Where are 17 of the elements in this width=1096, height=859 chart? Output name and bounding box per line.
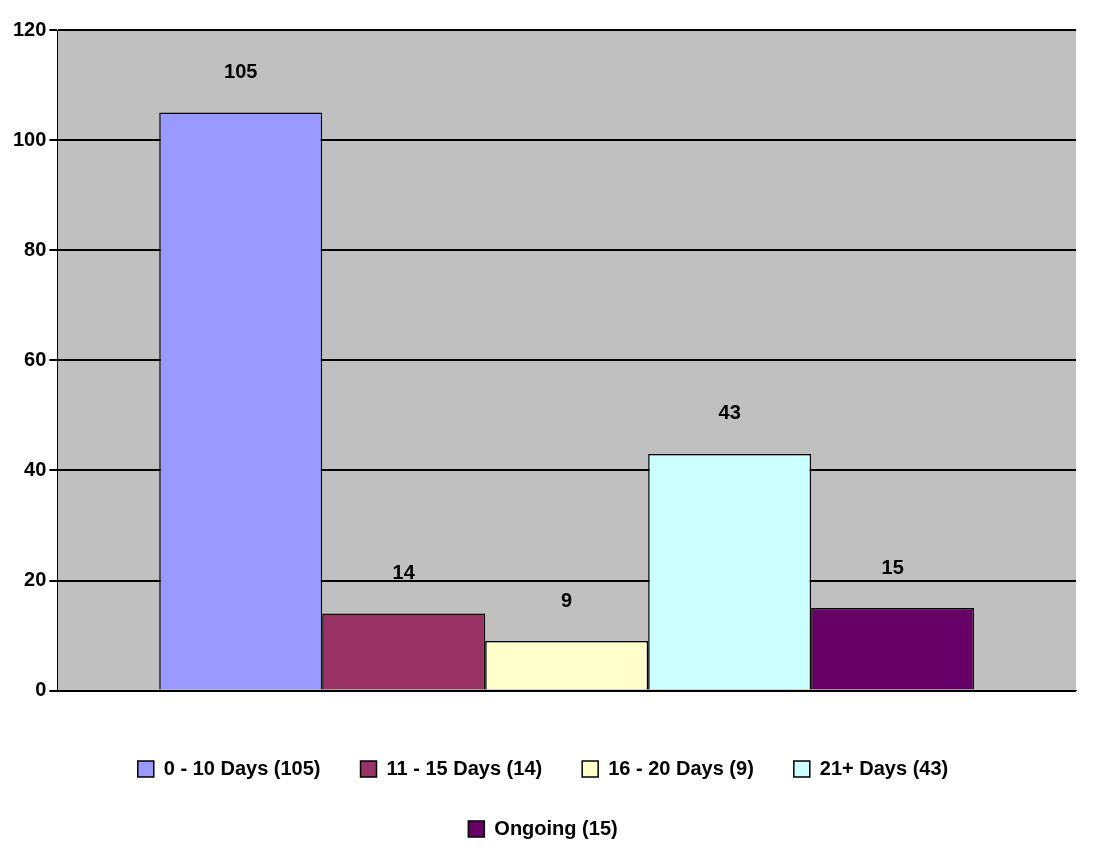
y-tick-label: 40 [24, 457, 47, 480]
legend-label: 0 - 10 Days (105) [163, 756, 321, 779]
y-tick-label: 60 [24, 347, 47, 370]
data-label: 14 [392, 561, 416, 584]
legend-label: 16 - 20 Days (9) [608, 756, 754, 779]
data-label: 15 [881, 555, 904, 578]
y-tick-label: 120 [12, 17, 47, 40]
data-label: 105 [224, 60, 258, 83]
y-tick-label: 80 [24, 237, 47, 260]
y-tick-label: 100 [12, 127, 47, 150]
legend-label: Ongoing (15) [494, 816, 618, 839]
legend-label: 21+ Days (43) [819, 756, 949, 779]
legend-label: 11 - 15 Days (14) [386, 756, 543, 779]
y-tick-label: 20 [24, 568, 47, 591]
data-label: 43 [718, 401, 741, 424]
data-label: 9 [561, 588, 573, 611]
y-tick-label: 0 [35, 678, 47, 701]
